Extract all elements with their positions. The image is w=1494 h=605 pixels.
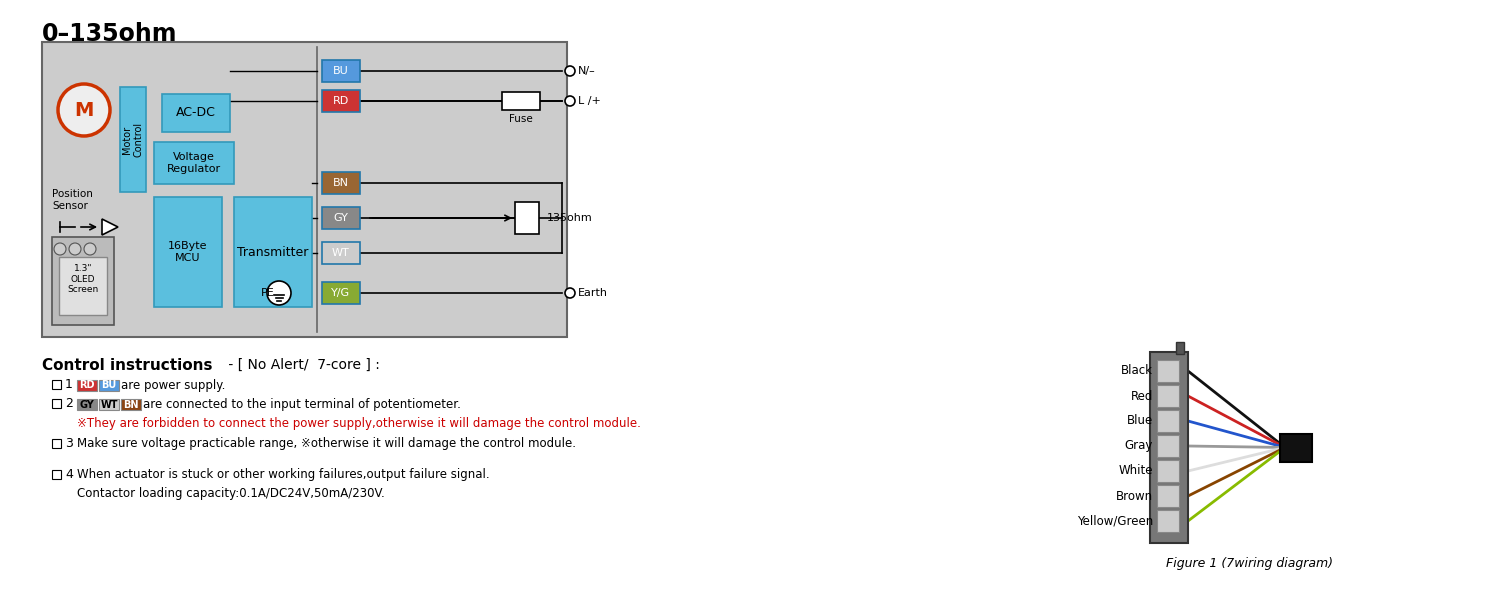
Text: M: M	[75, 100, 94, 120]
Text: Gray: Gray	[1125, 439, 1153, 453]
Circle shape	[565, 96, 575, 106]
Text: Transmitter: Transmitter	[238, 246, 309, 258]
Text: GY: GY	[79, 399, 94, 410]
Text: are power supply.: are power supply.	[121, 379, 226, 392]
Text: When actuator is stuck or other working failures,output failure signal.: When actuator is stuck or other working …	[78, 468, 490, 481]
Text: 16Byte
MCU: 16Byte MCU	[169, 241, 208, 263]
Bar	[1156, 460, 1179, 482]
Bar	[52, 470, 61, 479]
Text: GY: GY	[333, 213, 348, 223]
Text: are connected to the input terminal of potentiometer.: are connected to the input terminal of p…	[143, 398, 460, 411]
Text: WT: WT	[332, 248, 350, 258]
Text: 3: 3	[66, 437, 73, 450]
Bar	[323, 90, 360, 112]
Text: Make sure voltage practicable range, ※otherwise it will damage the control modul: Make sure voltage practicable range, ※ot…	[78, 437, 577, 450]
Text: BU: BU	[102, 381, 117, 390]
Bar	[99, 380, 120, 391]
Bar	[323, 242, 360, 264]
Bar	[52, 237, 114, 325]
Text: RD: RD	[333, 96, 350, 106]
Text: Control instructions: Control instructions	[42, 358, 212, 373]
Bar	[515, 202, 539, 234]
Bar	[323, 60, 360, 82]
Text: 1: 1	[66, 378, 73, 391]
Text: 4: 4	[66, 468, 73, 481]
Text: Yellow/Green: Yellow/Green	[1077, 514, 1153, 528]
Bar	[52, 399, 61, 408]
Circle shape	[54, 243, 66, 255]
Circle shape	[58, 84, 111, 136]
Bar	[52, 439, 61, 448]
Text: RD: RD	[79, 381, 94, 390]
Text: Voltage
Regulator: Voltage Regulator	[167, 152, 221, 174]
Text: BU: BU	[333, 66, 350, 76]
Text: BN: BN	[333, 178, 350, 188]
Text: Motor
Control: Motor Control	[123, 122, 143, 157]
Bar	[78, 380, 97, 391]
Text: Contactor loading capacity:0.1A/DC24V,50mA/230V.: Contactor loading capacity:0.1A/DC24V,50…	[78, 487, 385, 500]
Text: - [ No Alert/  7-core ] :: - [ No Alert/ 7-core ] :	[224, 358, 379, 372]
Bar	[1150, 352, 1188, 543]
Text: AC-DC: AC-DC	[176, 106, 217, 120]
Text: PE: PE	[261, 288, 275, 298]
Text: 2: 2	[66, 397, 73, 410]
Bar	[1156, 485, 1179, 507]
Bar	[1156, 435, 1179, 457]
Circle shape	[69, 243, 81, 255]
Bar	[78, 399, 97, 410]
Polygon shape	[102, 219, 118, 235]
Bar	[323, 207, 360, 229]
Text: 135ohm: 135ohm	[547, 213, 593, 223]
Bar	[120, 87, 146, 192]
Bar	[154, 197, 223, 307]
Text: ※They are forbidden to connect the power supply,otherwise it will damage the con: ※They are forbidden to connect the power…	[78, 416, 641, 430]
Bar	[121, 399, 140, 410]
Bar	[502, 92, 539, 110]
Text: Position
Sensor: Position Sensor	[52, 189, 93, 211]
Text: L /+: L /+	[578, 96, 601, 106]
Text: Figure 1 (7wiring diagram): Figure 1 (7wiring diagram)	[1167, 557, 1334, 570]
Bar	[99, 399, 120, 410]
Text: Blue: Blue	[1126, 414, 1153, 428]
Bar	[323, 172, 360, 194]
Text: Black: Black	[1120, 364, 1153, 378]
Circle shape	[84, 243, 96, 255]
Bar	[161, 94, 230, 132]
Bar	[52, 380, 61, 389]
Text: N/–: N/–	[578, 66, 596, 76]
Text: Fuse: Fuse	[509, 114, 533, 124]
Text: White: White	[1119, 465, 1153, 477]
Bar	[42, 42, 568, 337]
Circle shape	[565, 288, 575, 298]
Bar	[235, 197, 312, 307]
Bar	[154, 142, 235, 184]
Bar	[1280, 434, 1312, 462]
Text: Brown: Brown	[1116, 489, 1153, 503]
Text: Earth: Earth	[578, 288, 608, 298]
Text: BN: BN	[123, 399, 139, 410]
Text: Red: Red	[1131, 390, 1153, 402]
Bar	[58, 257, 108, 315]
Circle shape	[565, 66, 575, 76]
Bar	[1176, 342, 1185, 354]
Text: WT: WT	[100, 399, 118, 410]
Circle shape	[267, 281, 291, 305]
Text: 0–135ohm: 0–135ohm	[42, 22, 178, 46]
Bar	[1156, 510, 1179, 532]
Bar	[323, 282, 360, 304]
Bar	[1156, 385, 1179, 407]
Text: Y/G: Y/G	[332, 288, 351, 298]
Bar	[1156, 410, 1179, 432]
Text: 1.3"
OLED
Screen: 1.3" OLED Screen	[67, 264, 99, 294]
Bar	[1156, 360, 1179, 382]
